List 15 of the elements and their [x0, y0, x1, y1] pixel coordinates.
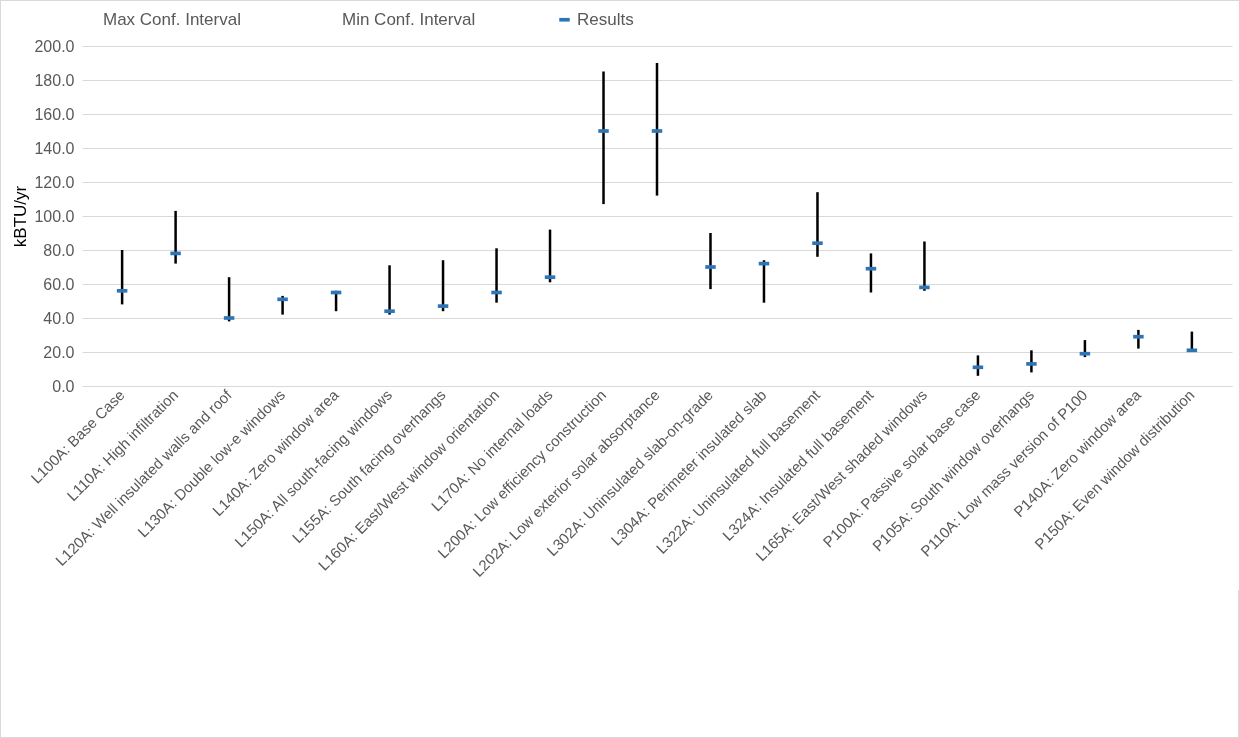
y-tick-label: 100.0 [34, 207, 75, 225]
legend-label: Results [577, 9, 634, 29]
text: Max Conf. Interval [103, 9, 241, 29]
y-axis-title: kBTU/yr [11, 185, 31, 248]
y-tick-label: 180.0 [34, 71, 75, 89]
y-tick-label: 200.0 [34, 37, 75, 55]
y-tick-label: 60.0 [43, 275, 75, 293]
y-tick-label: 80.0 [43, 241, 75, 259]
y-tick-label: 120.0 [34, 173, 75, 191]
y-tick-label: 40.0 [43, 309, 75, 327]
text: Min Conf. Interval [342, 9, 476, 29]
y-tick-label: 0.0 [52, 377, 75, 395]
y-tick-label: 160.0 [34, 105, 75, 123]
y-tick-label: 20.0 [43, 343, 75, 361]
y-tick-label: 140.0 [34, 139, 75, 157]
